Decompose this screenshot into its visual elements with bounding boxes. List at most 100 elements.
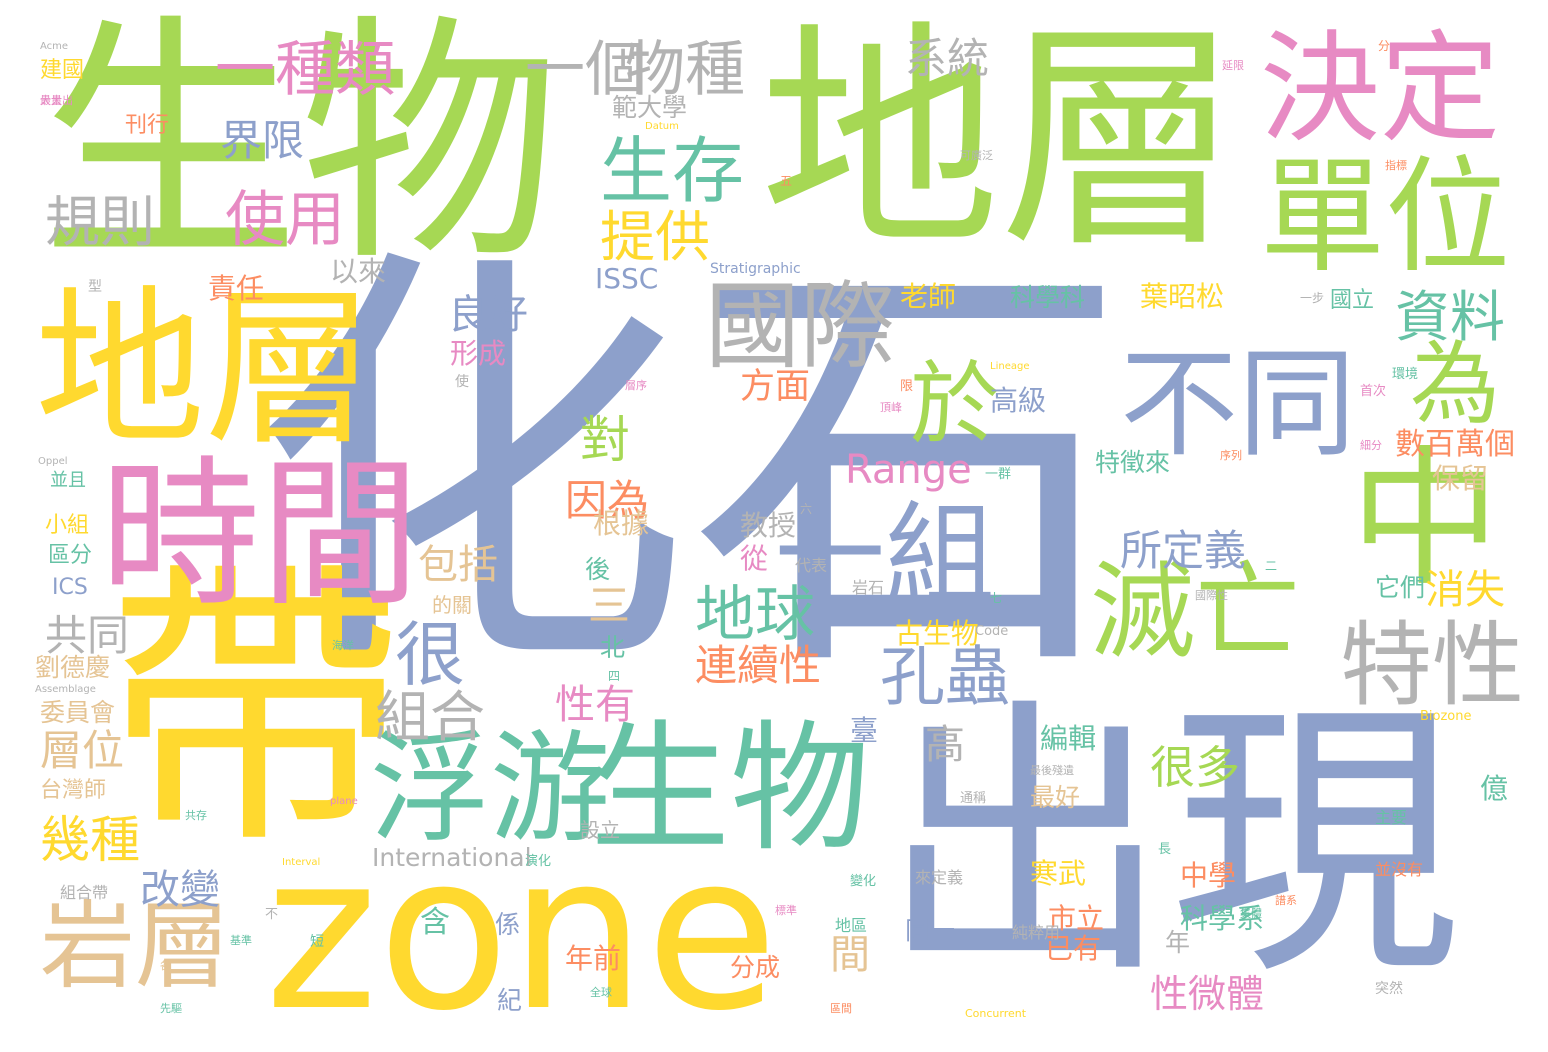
cloud-word: 細分 [1360, 439, 1382, 452]
cloud-word: 臺 [850, 714, 879, 747]
cloud-word: 基準 [230, 934, 252, 947]
cloud-word: 六 [800, 502, 813, 516]
cloud-word: 寒武 [1030, 857, 1087, 890]
cloud-word: 建國 [40, 58, 85, 83]
cloud-word: 組合 [375, 685, 486, 749]
cloud-word: 編輯 [1040, 722, 1097, 755]
cloud-word: 葉昭松 [1140, 280, 1225, 313]
cloud-word: 教授 [740, 509, 797, 542]
cloud-word: 大量出 [40, 94, 73, 107]
cloud-word: 孔蟲 [880, 640, 1011, 715]
cloud-word: 後 [585, 555, 611, 584]
cloud-word: 資料 [1395, 285, 1506, 349]
cloud-word: Biozone [1420, 709, 1472, 724]
cloud-word: 五 [780, 174, 793, 188]
cloud-word: ICS [52, 575, 88, 600]
cloud-word: 設立 [580, 818, 620, 842]
cloud-word: 帶 [105, 535, 405, 884]
cloud-word: 含 [420, 905, 450, 940]
cloud-word: 方面 [740, 367, 811, 407]
cloud-word: 組合帶 [60, 883, 109, 902]
cloud-word: 生物 [590, 708, 871, 871]
cloud-word: 地區 [835, 916, 868, 935]
cloud-word: 各 [160, 959, 171, 972]
cloud-word: 範大學 [612, 93, 688, 122]
cloud-word: 岩層 [40, 892, 231, 1002]
cloud-word: 它們 [1375, 573, 1426, 602]
cloud-word: 老師 [900, 280, 957, 313]
cloud-word: 中 [1350, 433, 1501, 607]
cloud-word: 演化 [525, 854, 552, 869]
cloud-word: 來定義 [915, 868, 964, 887]
cloud-word: 為 [1410, 332, 1500, 437]
cloud-word: 於 [910, 352, 1000, 457]
cloud-word: 特性 [1340, 612, 1525, 719]
cloud-word: 刊行 [125, 113, 170, 138]
cloud-word: 主要 [1375, 808, 1408, 827]
cloud-word: 使 [455, 374, 469, 390]
cloud-word: 規則 [45, 190, 156, 254]
cloud-word: 改變 [140, 867, 220, 913]
cloud-word: 委員會 [40, 698, 116, 727]
cloud-word: 序列 [1220, 449, 1242, 462]
cloud-word: 物種 [625, 35, 745, 105]
cloud-word: 劉德慶 [35, 653, 111, 682]
cloud-word: 一種類 [215, 35, 395, 105]
cloud-word: 科學科 [1010, 283, 1086, 312]
cloud-word: 間 [830, 932, 870, 978]
cloud-word: Datum [645, 121, 679, 132]
cloud-word: 最後殘遺 [1030, 764, 1074, 777]
cloud-word: 很 [395, 614, 465, 696]
cloud-word: 純粹用 [1012, 923, 1061, 942]
cloud-word: 長 [1158, 842, 1172, 857]
cloud-word: 年 [1165, 928, 1191, 957]
cloud-word: 環境 [1392, 367, 1419, 382]
cloud-word: 層位 [40, 726, 125, 775]
cloud-word: 頂峰 [880, 401, 902, 414]
cloud-word: Concurrent [965, 1007, 1027, 1020]
cloud-word: 根據 [593, 507, 650, 540]
cloud-word: 性微體 [1150, 972, 1265, 1016]
cloud-word: 通稱 [960, 791, 987, 806]
cloud-word: 系統 [905, 34, 990, 83]
cloud-word: 最好 [1030, 783, 1081, 812]
cloud-word: 古生物 [895, 617, 980, 650]
cloud-word: 岩石 [852, 578, 885, 597]
cloud-word: 全球 [590, 986, 612, 999]
cloud-word: Range [845, 447, 972, 493]
cloud-word: Code [975, 624, 1009, 639]
cloud-word: 層序 [625, 379, 647, 392]
cloud-word: 突然 [1375, 981, 1403, 997]
cloud-word: 科學系 [1180, 902, 1265, 935]
cloud-word: 可廣泛 [960, 149, 993, 162]
cloud-word: 一群 [985, 467, 1012, 482]
cloud-word: International [372, 843, 532, 872]
cloud-word: 億 [1480, 772, 1509, 805]
cloud-word: 年前 [565, 942, 622, 975]
cloud-word: 首次 [1360, 384, 1387, 399]
cloud-word: 短 [310, 934, 324, 950]
cloud-word: 出現 [880, 676, 1460, 1013]
cloud-word: 小組 [45, 513, 90, 538]
cloud-word: 決定 [1260, 20, 1500, 159]
cloud-word: 型 [88, 279, 102, 295]
cloud-word: Interval [282, 857, 321, 868]
cloud-word: 所定義 [1120, 526, 1247, 575]
cloud-word: 化石 [250, 214, 1130, 726]
cloud-word: 地層 [35, 271, 376, 469]
cloud-word: 代表 [795, 556, 828, 575]
cloud-word: 分 [1378, 39, 1391, 53]
cloud-word: 北 [600, 633, 626, 662]
cloud-word: 標準 [775, 904, 797, 917]
cloud-word: 最大 [40, 94, 62, 107]
cloud-word: 使用 [225, 185, 345, 255]
cloud-word: 變化 [850, 874, 877, 889]
cloud-word: 地球 [695, 580, 815, 650]
cloud-word: 包括 [418, 542, 498, 588]
cloud-word: 紀 [497, 986, 523, 1015]
cloud-word: 從 [740, 542, 769, 575]
cloud-word: 良好 [448, 292, 528, 338]
cloud-word: 單位 [1260, 145, 1510, 290]
cloud-word: 連續性 [695, 641, 822, 690]
cloud-word: 共同 [45, 611, 130, 660]
